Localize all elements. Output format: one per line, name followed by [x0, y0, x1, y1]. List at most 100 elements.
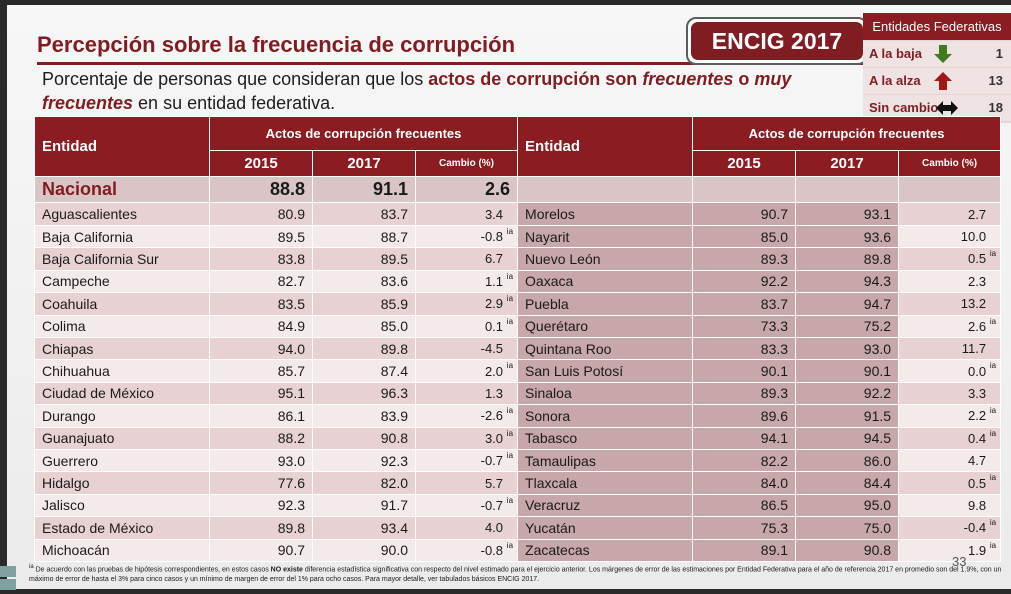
value-2017: 83.6: [312, 269, 416, 294]
value-2017: 85.9: [312, 292, 416, 316]
value-2017: 85.0: [312, 314, 416, 338]
change-header: Cambio (%): [414, 150, 519, 177]
legend-count: 1: [995, 46, 1003, 61]
empty-cell: [898, 175, 1002, 204]
legend-box: Entidades Federativas A la baja 1 A la a…: [863, 13, 1011, 123]
entity-name: Hidalgo: [34, 471, 210, 495]
left-right-arrow-icon: [936, 101, 958, 115]
value-2015: 89.3: [692, 381, 797, 406]
change-value: 3.3: [898, 381, 1002, 406]
significance-marker: ia: [989, 518, 997, 528]
change-value: 0.4 ia: [898, 426, 1002, 450]
value-2017: 83.9: [312, 404, 416, 428]
change-value: -0.8 ia: [414, 538, 519, 563]
value-2015: 89.1: [692, 538, 797, 563]
value-2017: 84.4: [795, 471, 900, 495]
entity-name: Baja California: [34, 224, 210, 249]
national-2015: 88.8: [209, 175, 313, 204]
change-value: 2.3: [898, 269, 1002, 294]
national-row: Nacional 88.8 91.1 2.6: [34, 175, 1002, 204]
entity-name: San Luis Potosí: [517, 359, 694, 383]
entity-name: Chihuahua: [34, 359, 210, 383]
table-row: Jalisco 92.3 91.7 -0.7 ia Veracruz 86.5 95.0 9.8: [34, 493, 1002, 518]
value-2015: 83.8: [209, 247, 313, 271]
value-2017: 86.0: [795, 448, 900, 473]
change-value: -0.7 ia: [414, 493, 519, 518]
significance-marker: ia: [506, 428, 514, 438]
entity-name: Tamaulipas: [517, 448, 694, 473]
empty-cell: [517, 175, 694, 204]
table-row: Hidalgo 77.6 82.0 5.7 Tlaxcala 84.0 84.4 0.5 ia: [34, 471, 1002, 495]
value-2017: 93.6: [795, 224, 900, 249]
value-2015: 84.9: [209, 314, 313, 338]
change-value: -0.7 ia: [414, 448, 519, 473]
change-value: 1.3: [414, 381, 519, 406]
entity-name: Tabasco: [517, 426, 694, 450]
change-value: 6.7: [414, 247, 519, 271]
value-2015: 86.1: [209, 404, 313, 428]
change-value: 1.9 ia: [898, 538, 1002, 563]
significance-marker: ia: [506, 271, 514, 281]
value-2017: 83.7: [312, 202, 416, 226]
entity-name: Sonora: [517, 404, 694, 428]
value-2017: 96.3: [312, 381, 416, 406]
legend-label: Sin cambio: [869, 100, 939, 115]
value-2015: 86.5: [692, 493, 797, 518]
change-value: 0.5 ia: [898, 471, 1002, 495]
value-2017: 94.3: [795, 269, 900, 294]
change-value: 2.6 ia: [898, 314, 1002, 338]
value-2015: 89.6: [692, 404, 797, 428]
table-row: Baja California Sur 83.8 89.5 6.7 Nuevo León…: [34, 247, 1002, 271]
entity-name: Estado de México: [34, 516, 210, 540]
entity-name: Puebla: [517, 292, 694, 316]
significance-marker: ia: [989, 249, 997, 259]
value-2017: 88.7: [312, 224, 416, 249]
subtitle: Porcentaje de personas que consideran qu…: [42, 69, 792, 113]
change-value: 13.2: [898, 292, 1002, 316]
change-value: 0.1 ia: [414, 314, 519, 338]
page-number: 33: [952, 554, 967, 569]
entity-name: Aguascalientes: [34, 202, 210, 226]
legend-count: 13: [988, 73, 1003, 88]
decorative-square: [0, 579, 16, 590]
entity-header: Entidad: [34, 116, 210, 177]
value-2017: 92.3: [312, 448, 416, 473]
empty-cell: [692, 175, 797, 204]
entity-name: Colima: [34, 314, 210, 338]
table-row: Ciudad de México 95.1 96.3 1.3 Sinaloa 89.3 92…: [34, 381, 1002, 406]
value-2017: 93.0: [795, 336, 900, 361]
legend-row-down: A la baja 1: [863, 41, 1011, 67]
value-2017: 90.8: [795, 538, 900, 563]
significance-marker: ia: [506, 294, 514, 304]
significance-marker: ia: [506, 450, 514, 460]
entity-name: Yucatán: [517, 516, 694, 540]
value-2015: 94.0: [209, 336, 313, 361]
value-2017: 90.1: [795, 359, 900, 383]
down-arrow-icon: [934, 45, 952, 63]
encig-badge: ENCIG 2017: [686, 17, 868, 65]
significance-marker: ia: [989, 540, 997, 550]
year-header: 2017: [795, 150, 900, 177]
change-value: 2.9 ia: [414, 292, 519, 316]
entity-name: Morelos: [517, 202, 694, 226]
value-2017: 87.4: [312, 359, 416, 383]
entity-name: Nayarit: [517, 224, 694, 249]
value-2017: 95.0: [795, 493, 900, 518]
value-2015: 89.3: [692, 247, 797, 271]
value-2017: 92.2: [795, 381, 900, 406]
change-value: 1.1 ia: [414, 269, 519, 294]
change-value: -4.5: [414, 336, 519, 361]
value-2015: 93.0: [209, 448, 313, 473]
group-header: Actos de corrupción frecuentes: [208, 116, 519, 151]
legend-title: Entidades Federativas: [863, 13, 1011, 40]
change-value: 0.5 ia: [898, 247, 1002, 271]
table-row: Coahuila 83.5 85.9 2.9 ia Puebla 83.7 94.7 13.2: [34, 292, 1002, 316]
change-value: -2.6 ia: [414, 404, 519, 428]
entity-name: Ciudad de México: [34, 381, 210, 406]
year-header: 2015: [692, 150, 797, 177]
entity-header: Entidad: [517, 116, 694, 177]
value-2015: 75.3: [692, 516, 797, 540]
value-2015: 89.8: [209, 516, 313, 540]
table-row: Durango 86.1 83.9 -2.6 ia Sonora 89.6 91.5 2.2 ia: [34, 404, 1002, 428]
table-row: Michoacán 90.7 90.0 -0.8 ia Zacatecas 89.1 90.8…: [34, 538, 1002, 563]
